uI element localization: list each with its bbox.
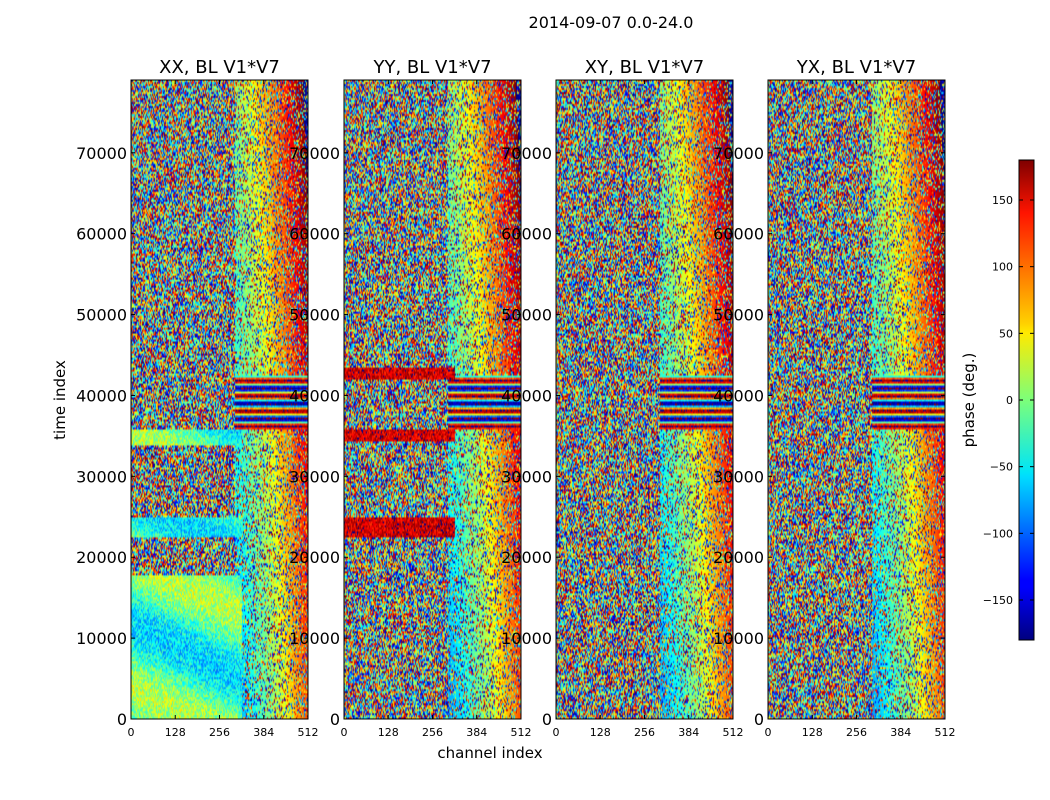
colorbar-label: phase (deg.) [960, 353, 978, 448]
x-tick-label: 256 [634, 726, 655, 739]
y-tick-label: 70000 [501, 144, 552, 163]
colorbar-tick-label: −150 [983, 594, 1013, 607]
x-tick-label: 256 [422, 726, 443, 739]
y-tick-label: 0 [117, 710, 127, 729]
panel-title: XX, BL V1*V7 [159, 57, 280, 78]
phase-heatmap [131, 80, 308, 719]
x-tick-label: 384 [466, 726, 487, 739]
y-tick-label: 30000 [501, 467, 552, 486]
y-tick-label: 70000 [289, 144, 340, 163]
y-tick-label: 20000 [289, 548, 340, 567]
x-tick-label: 0 [553, 726, 560, 739]
x-tick-label: 512 [511, 726, 532, 739]
x-tick-label: 384 [890, 726, 911, 739]
x-tick-label: 384 [678, 726, 699, 739]
x-tick-label: 512 [935, 726, 956, 739]
x-tick-label: 0 [765, 726, 772, 739]
y-tick-label: 50000 [289, 306, 340, 325]
y-tick-label: 30000 [76, 467, 127, 486]
colorbar-tick-label: 50 [999, 327, 1013, 340]
y-tick-label: 0 [754, 710, 764, 729]
y-tick-label: 50000 [713, 306, 764, 325]
x-tick-label: 512 [723, 726, 744, 739]
y-tick-label: 60000 [501, 225, 552, 244]
y-tick-label: 20000 [713, 548, 764, 567]
x-tick-label: 128 [165, 726, 186, 739]
y-tick-label: 20000 [501, 548, 552, 567]
y-tick-label: 40000 [501, 386, 552, 405]
y-tick-label: 60000 [289, 225, 340, 244]
y-tick-label: 10000 [713, 629, 764, 648]
y-tick-label: 10000 [289, 629, 340, 648]
x-tick-label: 256 [209, 726, 230, 739]
panel-yy: YY, BL V1*V7 0 128 256 384 512 0 10000 20000 3000… [289, 57, 531, 739]
y-tick-label: 20000 [76, 548, 127, 567]
panel-yx: YX, BL V1*V7 0 128 256 384 512 0 10000 20000 3000… [713, 57, 955, 739]
y-tick-label: 0 [330, 710, 340, 729]
phase-heatmap [344, 80, 521, 719]
phase-heatmap [768, 80, 945, 719]
x-tick-label: 128 [378, 726, 399, 739]
y-tick-label: 50000 [501, 306, 552, 325]
x-tick-label: 0 [128, 726, 135, 739]
y-tick-label: 50000 [76, 306, 127, 325]
x-tick-label: 128 [802, 726, 823, 739]
y-axis-label: time index [51, 360, 69, 440]
x-tick-label: 128 [590, 726, 611, 739]
y-tick-label: 40000 [713, 386, 764, 405]
colorbar-tick-label: 100 [992, 261, 1013, 274]
panel-xy: XY, BL V1*V7 0 128 256 384 512 0 10000 20000 3000… [501, 57, 743, 739]
x-tick-label: 512 [298, 726, 319, 739]
y-tick-label: 10000 [501, 629, 552, 648]
panel-title: YX, BL V1*V7 [796, 57, 916, 78]
panel-title: YY, BL V1*V7 [372, 57, 491, 78]
colorbar: −150 −100 −50 0 50 100 150 phase (deg.) [960, 159, 1035, 641]
colorbar-tick-label: −50 [990, 461, 1013, 474]
y-tick-label: 60000 [76, 225, 127, 244]
y-tick-label: 70000 [713, 144, 764, 163]
panel-xx: XX, BL V1*V7 0 128 256 384 512 0 10000 20000 3000… [76, 57, 318, 739]
colorbar-tick-label: −100 [983, 527, 1013, 540]
y-tick-label: 10000 [76, 629, 127, 648]
colorbar-ticks: −150 −100 −50 0 50 100 150 [983, 194, 1034, 607]
y-tick-label: 0 [542, 710, 552, 729]
y-tick-label: 40000 [289, 386, 340, 405]
x-axis-label: channel index [437, 744, 542, 762]
panels: XX, BL V1*V7 0 128 256 384 512 0 10000 20000 3000… [76, 57, 955, 739]
colorbar-tick-label: 150 [992, 194, 1013, 207]
y-tick-label: 70000 [76, 144, 127, 163]
x-tick-label: 384 [253, 726, 274, 739]
y-tick-label: 30000 [289, 467, 340, 486]
y-tick-label: 60000 [713, 225, 764, 244]
y-tick-label: 30000 [713, 467, 764, 486]
x-tick-label: 0 [341, 726, 348, 739]
phase-heatmap [556, 80, 733, 719]
colorbar-tick-label: 0 [1006, 394, 1013, 407]
y-tick-label: 40000 [76, 386, 127, 405]
panel-title: XY, BL V1*V7 [585, 57, 704, 78]
x-tick-label: 256 [846, 726, 867, 739]
figure-suptitle: 2014-09-07 0.0-24.0 [529, 13, 694, 32]
